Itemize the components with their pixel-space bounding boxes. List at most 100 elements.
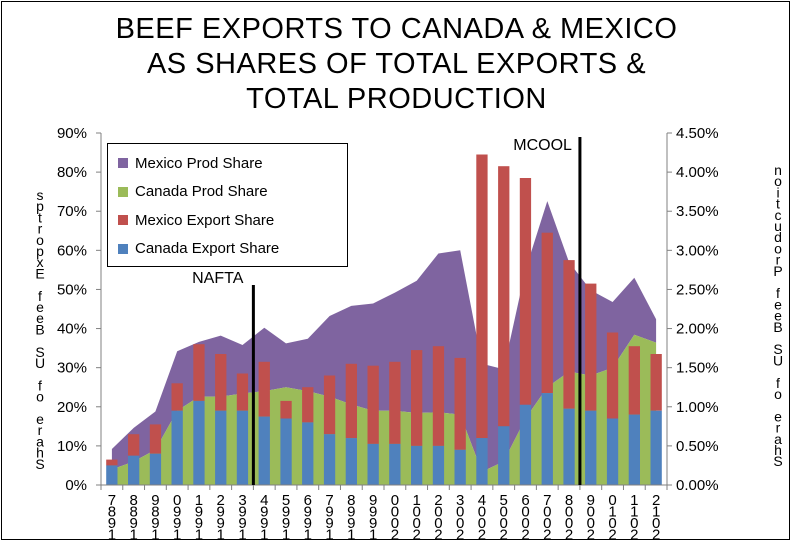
annotation-layer: NAFTA MCOOL	[192, 137, 582, 485]
bar-mexico-export-2007	[541, 232, 553, 394]
bar-canada-export-1991	[193, 400, 205, 485]
bar-canada-export-1994	[258, 416, 270, 485]
y-right-tick-label: 1.00%	[676, 399, 719, 416]
bar-mexico-export-2004	[476, 154, 488, 439]
bar-mexico-export-1993	[236, 373, 249, 411]
legend-item: Mexico Export Share	[118, 206, 347, 235]
legend-swatch	[118, 215, 128, 226]
bar-canada-export-2000	[389, 443, 401, 485]
bar-layer	[106, 154, 662, 485]
legend: Mexico Prod Share Canada Prod Share Mexico…	[107, 143, 348, 267]
y-left-tick-label: 0%	[65, 477, 87, 494]
legend-label: Mexico Export Share	[135, 211, 275, 229]
bar-mexico-export-1999	[367, 365, 379, 444]
bar-canada-export-2001	[411, 445, 423, 485]
bar-mexico-export-1997	[323, 375, 336, 435]
bar-mexico-export-1990	[171, 383, 183, 411]
y-left-tick-label: 70%	[57, 203, 87, 220]
y-left-tick-label: 90%	[57, 125, 87, 142]
bar-canada-export-1988	[128, 455, 140, 485]
bar-mexico-export-2005	[498, 166, 510, 427]
bar-canada-export-1998	[345, 438, 357, 485]
nafta-label: NAFTA	[192, 270, 244, 287]
bar-canada-export-2006	[519, 404, 532, 485]
legend-swatch	[118, 158, 128, 169]
bar-mexico-export-1994	[258, 361, 270, 417]
mcool-label: MCOOL	[513, 137, 572, 154]
bar-mexico-export-2000	[389, 361, 401, 444]
bar-canada-export-1990	[171, 410, 183, 485]
bar-mexico-export-2008	[563, 260, 575, 409]
legend-item: Canada Export Share	[118, 235, 347, 264]
y-right-tick-label: 0.00%	[676, 477, 719, 494]
legend-label: Canada Prod Share	[135, 183, 268, 201]
y-left-tick-label: 40%	[57, 321, 87, 338]
y-left-tick-label: 20%	[57, 399, 87, 416]
y-right-tick-label: 2.50%	[676, 281, 719, 298]
bar-canada-export-2007	[541, 393, 553, 485]
bar-canada-export-2004	[476, 438, 488, 485]
bar-canada-export-2011	[628, 414, 640, 485]
bar-mexico-export-1991	[193, 344, 205, 401]
bar-canada-export-1995	[280, 418, 292, 485]
bar-mexico-export-2012	[650, 354, 662, 411]
legend-swatch	[118, 243, 128, 254]
y-left-tick-label: 80%	[57, 164, 87, 181]
bar-mexico-export-1992	[215, 354, 227, 411]
bar-mexico-export-1988	[128, 434, 140, 456]
bar-mexico-export-1996	[302, 387, 314, 423]
y-left-tick-label: 30%	[57, 360, 87, 377]
chart-title: BEEF EXPORTS TO CANADA & MEXICO AS SHARE…	[115, 13, 678, 115]
bar-canada-export-1996	[302, 422, 314, 485]
bar-canada-export-2008	[563, 408, 575, 485]
y-left-tick-label: 10%	[57, 438, 87, 455]
bar-mexico-export-2009	[585, 283, 597, 411]
bar-mexico-export-2001	[411, 350, 423, 446]
bar-mexico-export-1995	[280, 400, 292, 419]
y-left-tick-label: 60%	[57, 242, 87, 259]
bar-canada-export-1993	[236, 410, 249, 485]
y-left-tick-label: 50%	[57, 281, 87, 298]
y-right-tick-label: 3.50%	[676, 203, 719, 220]
bar-mexico-export-1987	[106, 459, 118, 466]
bar-canada-export-1989	[149, 453, 162, 485]
legend-item: Mexico Prod Share	[118, 149, 347, 178]
bar-canada-export-2009	[585, 410, 597, 485]
bar-canada-export-1987	[106, 465, 118, 485]
y-right-tick-label: 4.50%	[676, 125, 719, 142]
bar-mexico-export-2010	[606, 332, 619, 419]
bar-mexico-export-2006	[519, 178, 532, 405]
legend-swatch	[118, 186, 128, 197]
bar-canada-export-1997	[323, 434, 336, 485]
legend-item: Canada Prod Share	[118, 178, 347, 207]
bar-canada-export-2010	[606, 418, 619, 485]
